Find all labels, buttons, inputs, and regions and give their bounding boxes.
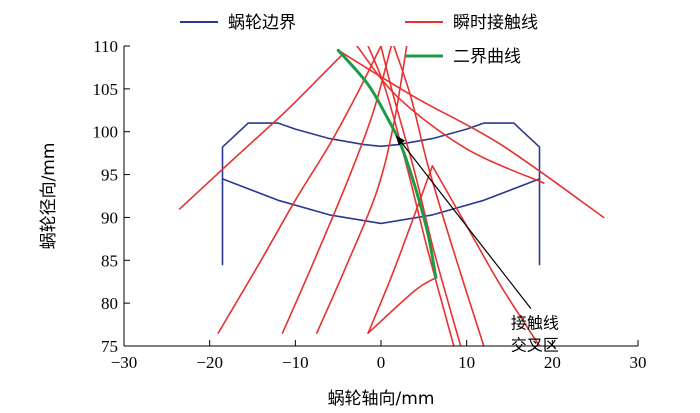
legend-item: 蜗轮边界	[180, 13, 296, 33]
contact-line-2	[337, 49, 605, 219]
axes: −30 −20 −10 0 10 20 30 75 80 85 90 95 100 105 110 蜗轮轴向/…	[39, 37, 647, 409]
y-tick-label: 100	[93, 123, 119, 142]
contact-line-1	[178, 53, 344, 210]
y-tick-label: 80	[101, 294, 118, 313]
y-axis-title: 蜗轮径向/mm	[39, 143, 59, 250]
y-tick-label: 90	[101, 208, 118, 227]
contact-line-9	[367, 46, 455, 346]
contact-line-4	[217, 46, 382, 334]
y-tick-label: 75	[101, 337, 118, 356]
contact-line-6	[316, 46, 408, 334]
plot-lines	[178, 46, 605, 346]
legend-item: 二界曲线	[405, 47, 521, 67]
legend-label: 二界曲线	[453, 47, 521, 67]
contact-line-5	[281, 46, 393, 334]
y-tick-label: 95	[101, 166, 118, 185]
legend-label: 蜗轮边界	[228, 13, 296, 33]
boundary-line-1	[221, 122, 541, 266]
legend-item: 瞬时接触线	[405, 13, 538, 33]
legend-label: 瞬时接触线	[453, 13, 538, 33]
x-tick-label: −20	[196, 353, 223, 372]
contact-line-11	[393, 46, 485, 346]
annotation-label: 接触线	[511, 314, 559, 333]
x-tick-label: 20	[544, 353, 561, 372]
annotation-arrow	[395, 135, 532, 309]
contact-line-3	[356, 46, 545, 184]
y-tick-label: 85	[101, 251, 118, 270]
x-tick-label: −10	[282, 353, 309, 372]
annotation-label: 交叉区	[511, 336, 559, 355]
contact-line-12	[431, 165, 541, 346]
y-tick-label: 110	[93, 37, 118, 56]
x-tick-label: −30	[111, 353, 138, 372]
x-tick-label: 0	[377, 353, 386, 372]
x-tick-label: 30	[630, 353, 647, 372]
y-tick-label: 105	[93, 80, 119, 99]
contact-line-10	[380, 46, 462, 346]
contact-line-8	[367, 276, 438, 334]
x-axis-title: 蜗轮轴向/mm	[328, 389, 435, 409]
x-tick-label: 10	[458, 353, 475, 372]
boundary-line-2	[221, 178, 541, 225]
contact-line-7	[367, 165, 434, 334]
